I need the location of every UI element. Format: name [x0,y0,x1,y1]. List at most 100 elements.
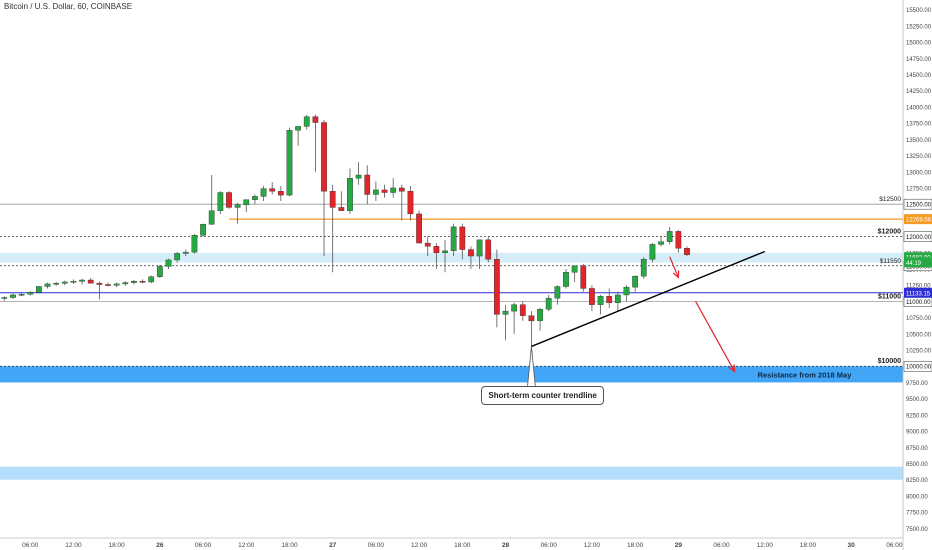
level-tag-label: 12500.00 [906,203,932,209]
zone-1 [0,366,903,383]
level-tag [903,360,932,372]
y-tick-label: 9000.00 [906,430,928,436]
y-tick-label: 7750.00 [906,511,928,517]
candle-body [511,304,518,312]
time-axis: 06:00 12:00 18:00 26 06:00 12:00 18:00 27 06:00 1… [0,537,903,549]
x-tick-label: 06:00 [886,542,903,549]
candle-body [528,315,535,322]
candle-body [632,275,639,288]
candle-body [424,242,431,247]
x-tick-label: 18:00 [281,542,298,549]
level-tag-label: 11000.00 [906,300,931,306]
price-tag-label: 11133.15 [906,291,931,297]
y-tick-label: 8750.00 [906,446,928,452]
x-tick-label: 26 [156,542,164,549]
symbol-title: Bitcoin / U.S. Dollar, 60, COINBASE [4,2,133,11]
candles-layer [1,114,690,347]
candle-body [277,191,284,196]
price-tag [904,287,932,298]
candle-body [217,192,224,211]
candle-body [450,226,457,252]
x-tick-label: 06:00 [195,542,212,549]
level-tag-label: 10000.00 [906,365,932,371]
candle-body [113,283,120,286]
y-tick-label: 14250.00 [906,89,932,95]
price-tag-label: 44:19 [906,261,922,267]
price-axis: 15500.00 15250.00 15000.00 14750.00 14500.00… [902,0,932,550]
candle-body [407,191,414,215]
candle-body [398,187,405,192]
candle-body [252,196,258,200]
trendline-callout: Short-term counter trendline [481,386,604,406]
y-tick-label: 12750.00 [906,186,932,192]
candle-body [10,294,16,298]
y-tick-label: 9750.00 [906,381,928,387]
price-axis-bg [903,0,932,550]
candle-body [139,281,146,283]
arrowhead-1 [728,364,736,373]
y-tick-label: 10250.00 [906,349,932,355]
candle-body [658,241,664,245]
level-label-4: $10000 [878,358,901,365]
y-tick-label: 8500.00 [906,462,928,468]
price-tag [904,257,932,268]
candle-body [36,286,42,293]
arrowhead-0 [672,270,680,279]
candle-body [606,296,613,303]
x-tick-label: 06:00 [368,542,385,549]
x-tick-label: 06:00 [713,542,730,549]
x-tick-label: 12:00 [584,542,601,549]
candle-body [53,283,60,285]
y-tick-label: 13750.00 [906,122,932,128]
candle-body [321,122,327,192]
candle-body [182,251,189,254]
candle-body [226,192,232,208]
candle-body [381,189,388,193]
level-tag [903,198,932,210]
candle-body [131,281,137,283]
candle-body [260,188,267,197]
candle-body [597,296,604,305]
candle-body [666,231,673,242]
candle-body [519,304,526,316]
y-tick-label: 15250.00 [906,24,932,30]
level-tag [903,231,932,242]
zones-layer: Resistance from 2018 May [0,252,903,480]
candle-body [442,250,448,253]
x-tick-label: 30 [848,542,856,549]
candle-body [493,259,500,315]
candle-body [79,279,85,282]
arrow-0 [669,256,679,278]
candle-body [269,188,276,192]
y-tick-label: 10750.00 [906,316,932,322]
candle-body [563,272,569,287]
candle-body [571,265,578,273]
y-tick-label: 15500.00 [906,8,932,14]
candle-body [44,283,51,287]
x-tick-label: 06:00 [22,542,39,549]
y-tick-label: 14500.00 [906,73,932,79]
x-tick-label: 18:00 [627,542,644,549]
candle-body [554,286,561,299]
y-tick-label: 9250.00 [906,413,928,419]
x-tick-label: 12:00 [411,542,428,549]
y-tick-label: 8250.00 [906,478,928,484]
candle-body [459,226,466,250]
level-tag-label: 12000.00 [906,235,932,241]
price-tag-label: 12269.56 [906,218,932,224]
y-tick-label: 8000.00 [906,494,928,500]
candle-body [234,204,241,208]
zone-0 [0,252,903,263]
candle-body [537,308,543,322]
zone-2 [0,466,903,480]
candle-body [338,207,345,211]
x-tick-label: 18:00 [800,542,817,549]
price-tag [904,214,932,225]
candle-body [684,248,690,255]
candle-body [200,224,206,236]
candle-body [502,310,509,315]
candle-body [649,244,656,260]
level-label-2: $11550 [880,258,902,265]
x-tick-label: 18:00 [109,542,126,549]
